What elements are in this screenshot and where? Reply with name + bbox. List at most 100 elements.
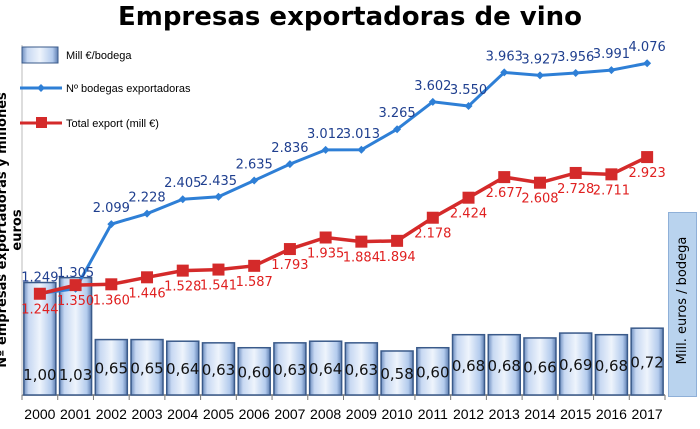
bar — [273, 342, 307, 396]
bar — [94, 338, 129, 396]
red-data-label: 2.424 — [450, 207, 487, 222]
red-marker — [355, 235, 368, 248]
red-data-label: 2.711 — [593, 183, 630, 198]
blue-data-label: 3.012 — [307, 127, 344, 142]
series-line-2 — [39, 155, 648, 296]
legend-marker — [37, 84, 45, 92]
bar-label: 0,63 — [202, 361, 235, 379]
red-marker — [533, 176, 546, 189]
x-tick-label: 2010 — [382, 406, 413, 422]
blue-data-label: 3.265 — [378, 106, 415, 121]
bar — [380, 350, 414, 396]
blue-data-label: 3.550 — [450, 83, 487, 98]
blue-marker — [607, 66, 616, 75]
red-data-label: 1.528 — [164, 280, 201, 295]
x-tick-label: 2001 — [60, 406, 91, 422]
red-data-label: 1.793 — [271, 258, 308, 273]
x-tick-label: 2013 — [489, 406, 520, 422]
blue-marker — [143, 209, 152, 218]
bar — [344, 342, 379, 396]
x-tick-label: 2015 — [560, 406, 591, 422]
y2-axis-label: Mill. euros / bodega — [675, 236, 690, 365]
bar — [487, 333, 521, 396]
y-axis-label: Nº empresas exportadoras y millones euro… — [0, 92, 25, 368]
blue-data-label: 1.305 — [57, 266, 94, 281]
blue-data-label: 3.927 — [521, 52, 558, 67]
red-data-label: 2.923 — [629, 166, 666, 181]
legend-label: Nº bodegas exportadoras — [66, 83, 191, 95]
x-tick-label: 2003 — [131, 406, 162, 422]
red-marker — [212, 263, 225, 276]
red-data-label: 1.350 — [57, 294, 94, 309]
red-data-label: 1.935 — [307, 247, 344, 262]
bar-label: 0,68 — [488, 357, 521, 375]
blue-data-label: 2.435 — [200, 174, 237, 189]
blue-data-label: 2.635 — [236, 158, 273, 173]
bar-label: 0,72 — [630, 354, 663, 372]
blue-data-label: 3.602 — [414, 79, 451, 94]
bar-label: 1,03 — [59, 366, 92, 384]
bar — [630, 327, 664, 396]
red-marker — [426, 211, 439, 224]
x-tick-label: 2006 — [239, 406, 270, 422]
blue-marker — [500, 68, 509, 77]
blue-data-label: 3.963 — [486, 49, 523, 64]
red-marker — [462, 191, 475, 204]
blue-data-label: 3.991 — [593, 47, 630, 62]
red-data-label: 2.608 — [521, 192, 558, 207]
red-marker — [141, 271, 154, 284]
red-marker — [105, 278, 118, 291]
blue-data-label: 2.099 — [93, 201, 130, 216]
bar — [237, 346, 271, 396]
red-marker — [283, 243, 296, 256]
bar — [130, 338, 164, 396]
bar-label: 0,64 — [309, 360, 342, 378]
bar-label: 0,63 — [345, 361, 378, 379]
red-data-label: 1.446 — [128, 286, 165, 301]
blue-marker — [250, 176, 259, 185]
blue-marker — [535, 71, 544, 80]
red-data-label: 1.587 — [236, 275, 273, 290]
blue-data-label: 2.228 — [128, 191, 165, 206]
bar-label: 0,65 — [130, 359, 163, 377]
bar — [201, 342, 236, 396]
x-tick-label: 2007 — [274, 406, 305, 422]
bar — [594, 333, 629, 396]
red-data-label: 1.894 — [378, 250, 415, 265]
legend-label: Mill €/bodega — [66, 50, 132, 62]
bar-label: 0,68 — [595, 357, 628, 375]
x-tick-label: 2000 — [24, 406, 55, 422]
blue-marker — [285, 160, 294, 169]
red-data-label: 1.884 — [343, 251, 380, 266]
red-marker — [569, 166, 582, 179]
legend-label: Total export (mill €) — [66, 118, 159, 130]
bar-label: 0,58 — [380, 365, 413, 383]
series-line-1 — [39, 61, 648, 295]
red-data-label: 2.728 — [557, 182, 594, 197]
legend-bar-swatch — [21, 46, 59, 64]
bar — [23, 281, 57, 396]
x-tick-label: 2016 — [596, 406, 627, 422]
x-tick-label: 2017 — [632, 406, 663, 422]
red-marker — [176, 264, 189, 277]
red-marker — [641, 151, 654, 164]
blue-marker — [107, 220, 116, 229]
bar-label: 0,60 — [416, 363, 449, 381]
red-data-label: 1.360 — [93, 293, 130, 308]
y2-axis-label-box: Mill. euros / bodega — [668, 212, 697, 397]
red-data-label: 1.541 — [200, 279, 237, 294]
x-tick-label: 2009 — [346, 406, 377, 422]
red-data-label: 2.677 — [486, 186, 523, 201]
bar-label: 0,68 — [452, 357, 485, 375]
blue-marker — [321, 145, 330, 154]
blue-data-label: 3.013 — [343, 127, 380, 142]
x-tick-label: 2008 — [310, 406, 341, 422]
bar-label: 1,00 — [23, 366, 56, 384]
bar — [416, 346, 450, 396]
bar-label: 0,69 — [559, 356, 592, 374]
bar — [58, 276, 93, 396]
blue-marker — [393, 125, 402, 134]
red-marker — [33, 287, 46, 300]
red-marker — [391, 234, 404, 247]
